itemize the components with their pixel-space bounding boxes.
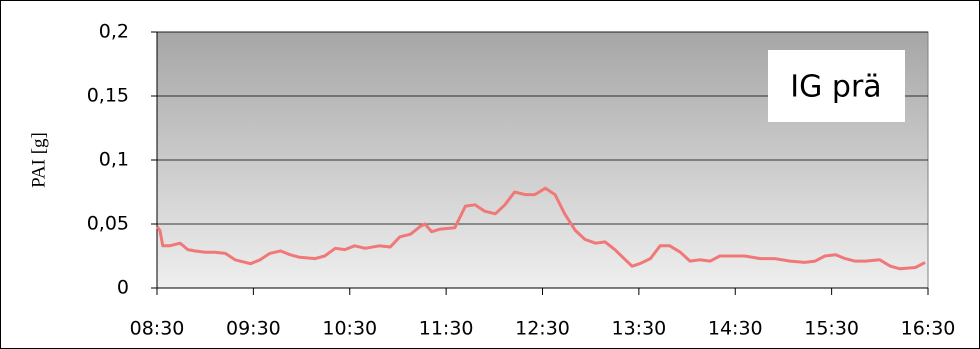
x-tick-label: 11:30 (419, 318, 474, 340)
data-line (155, 186, 926, 271)
x-tick-label: 14:30 (708, 318, 763, 340)
y-axis-label: PAI [g] (28, 132, 49, 188)
annotation-box (768, 50, 905, 122)
x-tick-label: 15:30 (804, 318, 859, 340)
x-tick-label: 12:30 (515, 318, 570, 340)
x-tick-label: 16:30 (901, 318, 956, 340)
x-tick-label: 10:30 (322, 318, 377, 340)
x-tick-label: 08:30 (130, 318, 185, 340)
x-tick-label: 13:30 (611, 318, 666, 340)
x-tick-label: 09:30 (226, 318, 281, 340)
y-tick-label: 0 (117, 277, 129, 299)
annotation: IG prä (790, 70, 881, 105)
y-tick-label: 0,15 (87, 85, 129, 107)
y-tick-label: 0,1 (99, 149, 129, 171)
y-tick-label: 0,05 (87, 213, 129, 235)
y-tick-label: 0,2 (99, 21, 129, 43)
